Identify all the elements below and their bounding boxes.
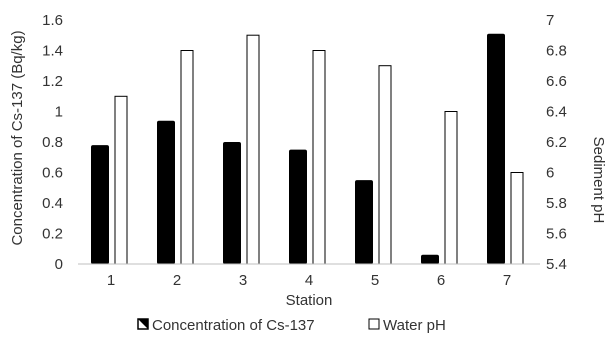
bar-water-ph-station-6 <box>444 111 458 265</box>
x-axis-ticks: 1 2 3 4 5 6 7 <box>107 272 511 289</box>
left-y-axis-ticks: 0 0.2 0.4 0.6 0.8 1 1.2 1.4 1.6 <box>42 12 63 273</box>
bar-water-ph-station-7 <box>510 172 524 265</box>
bar-cs137-station-2 <box>157 120 175 264</box>
x-tick-label-station-6: 6 <box>437 272 445 289</box>
y-right-tick-label: 6.4 <box>546 104 567 121</box>
legend-label-water-ph: Water pH <box>383 317 446 334</box>
legend-item-cs137: Concentration of Cs-137 <box>137 317 315 334</box>
bar-water-ph-station-5 <box>378 65 392 265</box>
y-left-tick-label: 1.6 <box>42 12 63 29</box>
legend-swatch-water-ph <box>368 318 380 330</box>
y-right-tick-label: 6.8 <box>546 43 567 60</box>
legend-label-cs137: Concentration of Cs-137 <box>152 317 315 334</box>
x-tick-label-station-5: 5 <box>371 272 379 289</box>
bar-water-ph-station-4 <box>312 50 326 265</box>
bars-layer <box>91 33 524 265</box>
bar-cs137-station-4 <box>289 149 307 264</box>
y-right-tick-label: 6.6 <box>546 73 567 90</box>
bar-water-ph-station-1 <box>114 95 128 265</box>
x-tick-label-station-4: 4 <box>305 272 313 289</box>
x-tick-label-station-2: 2 <box>173 272 181 289</box>
y-left-tick-label: 1 <box>55 104 63 121</box>
y-right-tick-label: 6.2 <box>546 134 567 151</box>
bar-water-ph-station-2 <box>180 50 194 265</box>
y-left-tick-label: 0.4 <box>42 195 63 212</box>
bar-cs137-station-3 <box>223 142 241 264</box>
bar-cs137-station-1 <box>91 145 109 264</box>
legend-swatch-cs137-fill <box>138 319 148 329</box>
bar-cs137-station-6 <box>421 254 439 264</box>
y-axis-right-title: Sediment pH <box>590 137 606 224</box>
y-left-tick-label: 1.4 <box>42 43 63 60</box>
y-left-tick-label: 0.6 <box>42 165 63 182</box>
y-right-tick-label: 5.4 <box>546 256 567 273</box>
y-left-tick-label: 0.8 <box>42 134 63 151</box>
x-tick-label-station-1: 1 <box>107 272 115 289</box>
legend-item-water-ph: Water pH <box>368 317 446 334</box>
y-right-tick-label: 6 <box>546 165 554 182</box>
y-right-tick-label: 5.8 <box>546 195 567 212</box>
y-right-tick-label: 5.6 <box>546 226 567 243</box>
y-left-tick-label: 1.2 <box>42 73 63 90</box>
y-axis-left-title: Concentration of Cs-137 (Bq/kg) <box>9 30 26 245</box>
right-y-axis-ticks: 5.4 5.6 5.8 6 6.2 6.4 6.6 6.8 7 <box>546 12 567 273</box>
bar-water-ph-station-3 <box>246 34 260 265</box>
bar-cs137-station-7 <box>487 33 505 265</box>
y-left-tick-label: 0 <box>55 256 63 273</box>
y-left-tick-label: 0.2 <box>42 226 63 243</box>
legend: Concentration of Cs-137 Water pH <box>137 317 446 334</box>
x-axis-title: Station <box>286 292 333 309</box>
bar-cs137-station-5 <box>355 180 373 264</box>
x-tick-label-station-3: 3 <box>239 272 247 289</box>
x-tick-label-station-7: 7 <box>503 272 511 289</box>
y-right-tick-label: 7 <box>546 12 554 29</box>
